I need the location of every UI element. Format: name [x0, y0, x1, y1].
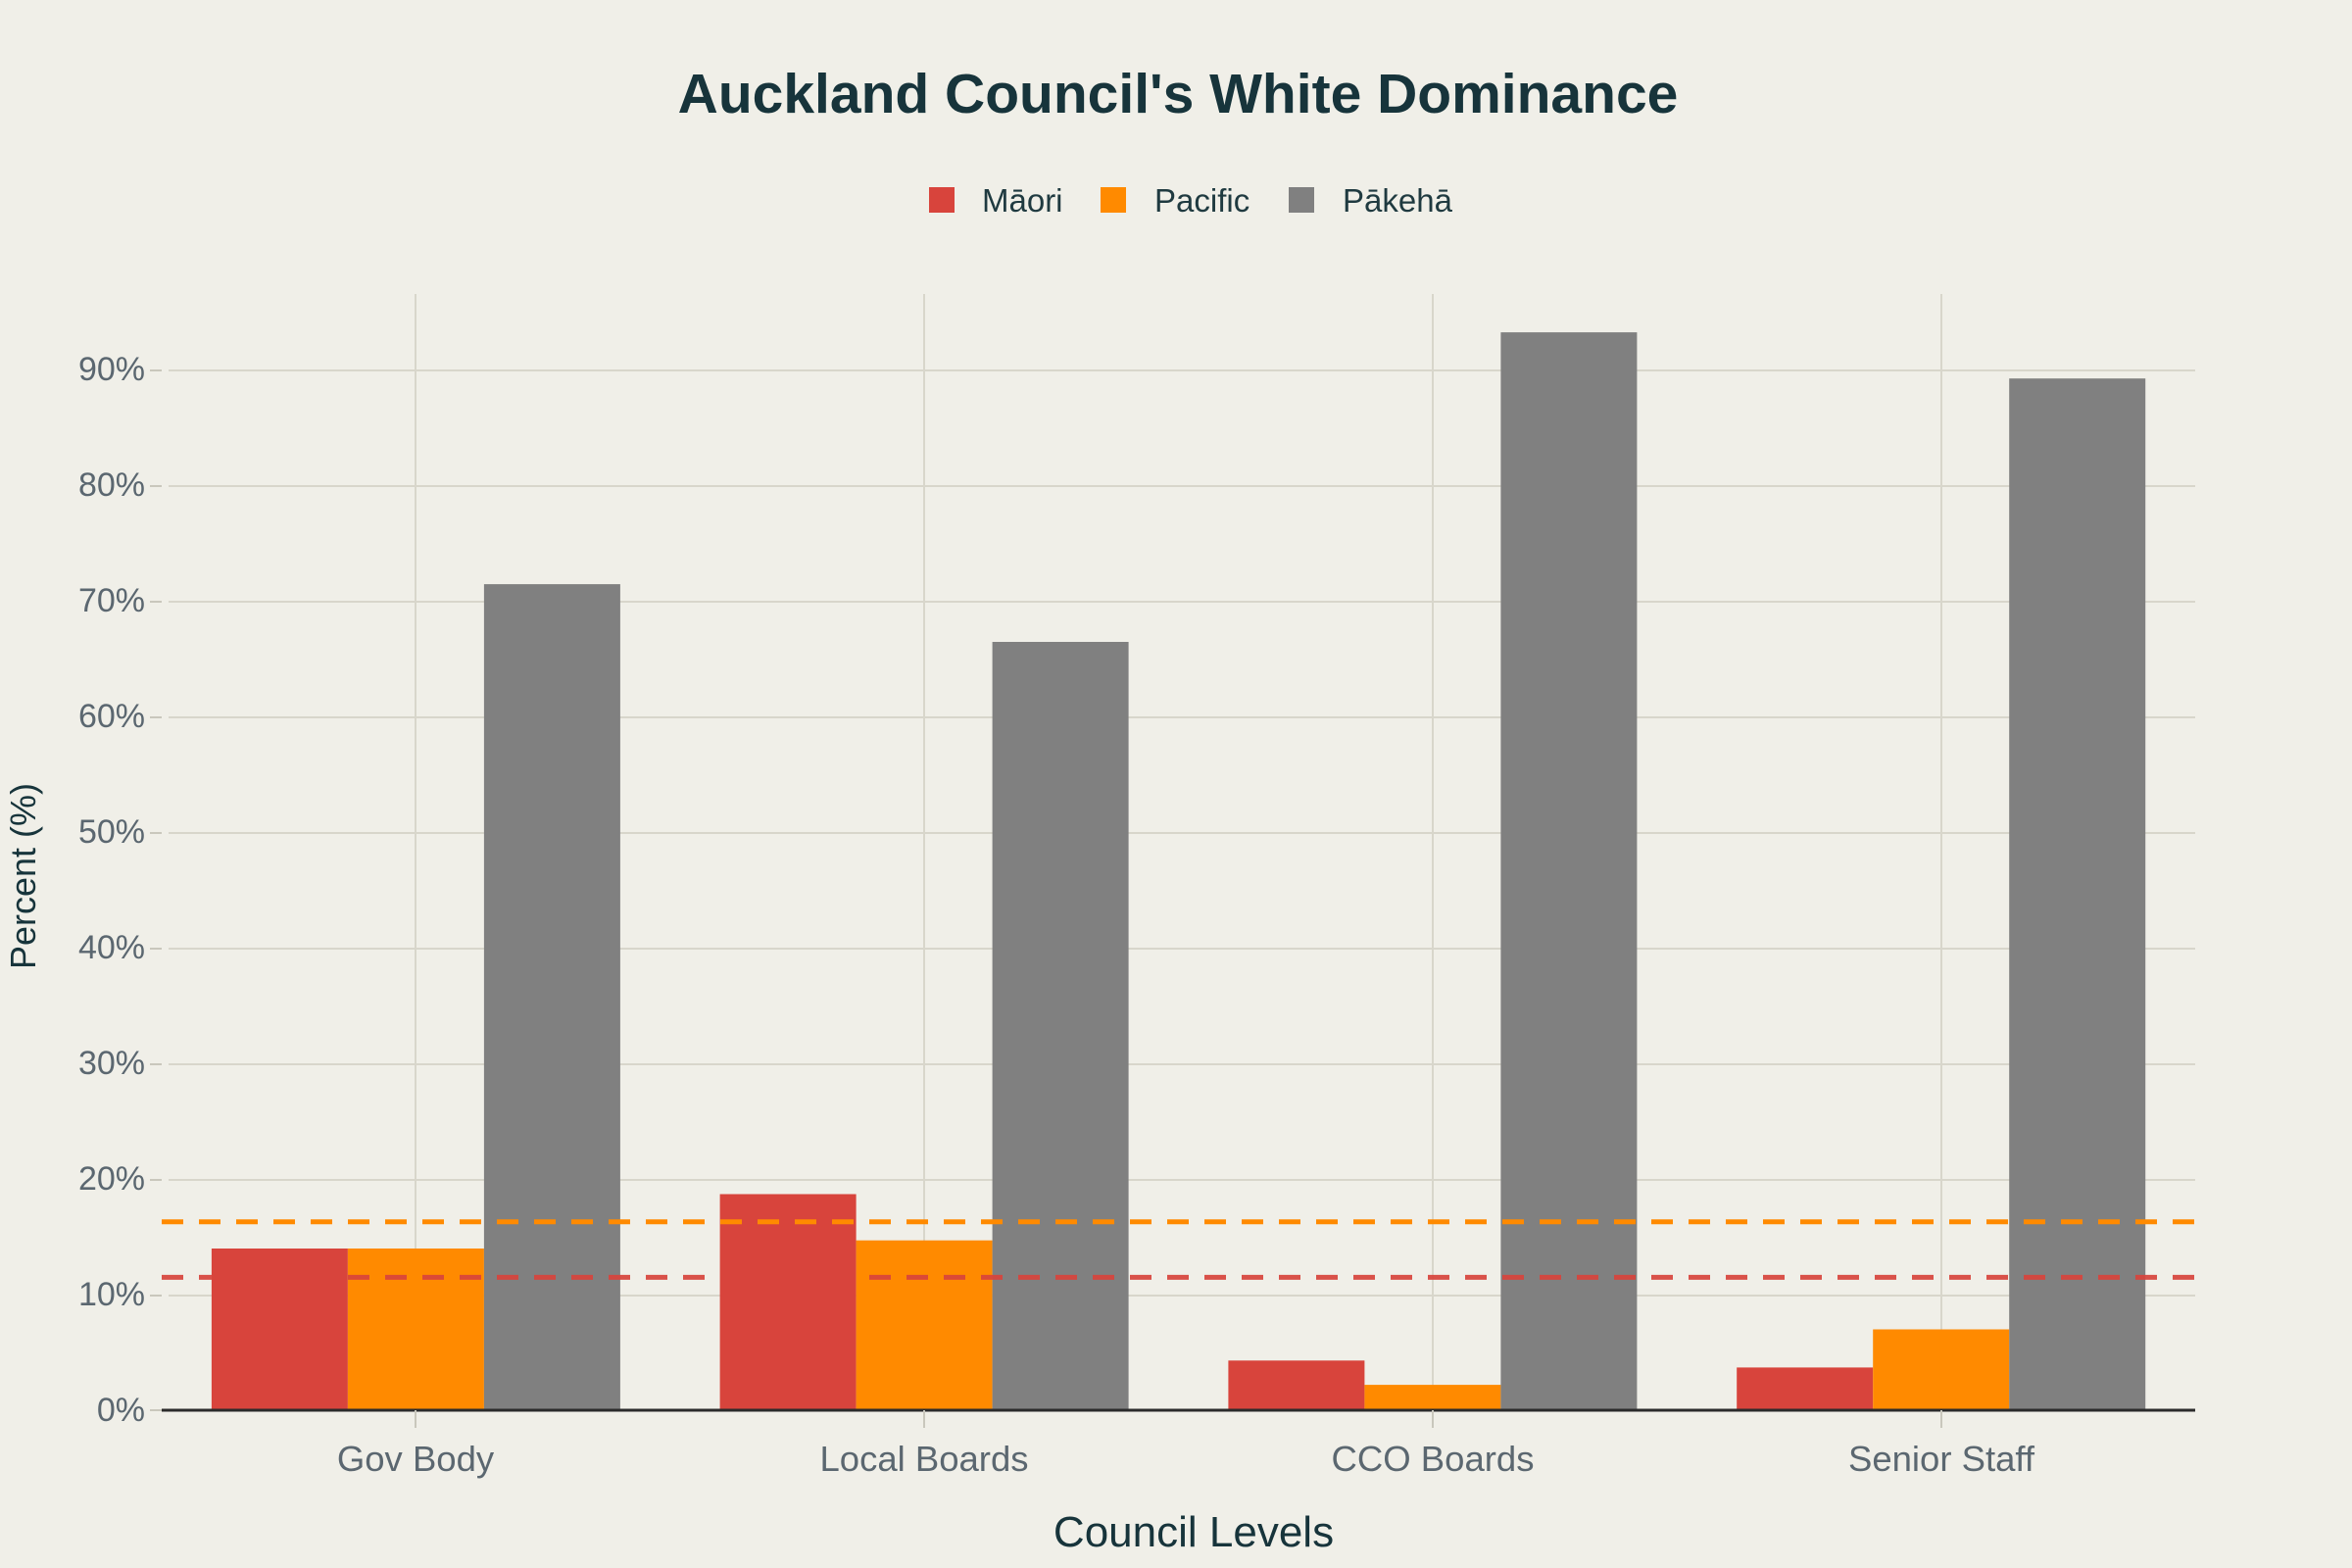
- svg-text:Māori: Māori: [982, 182, 1063, 219]
- svg-text:70%: 70%: [78, 582, 145, 619]
- svg-text:Local Boards: Local Boards: [819, 1439, 1028, 1479]
- svg-text:30%: 30%: [78, 1045, 145, 1082]
- svg-text:Senior Staff: Senior Staff: [1848, 1439, 2035, 1479]
- svg-text:90%: 90%: [78, 351, 145, 388]
- svg-text:20%: 20%: [78, 1160, 145, 1198]
- svg-text:0%: 0%: [97, 1392, 145, 1429]
- svg-text:Gov Body: Gov Body: [337, 1439, 495, 1479]
- svg-text:Council Levels: Council Levels: [1054, 1508, 1334, 1556]
- svg-text:Pacific: Pacific: [1154, 182, 1250, 219]
- svg-text:40%: 40%: [78, 929, 145, 966]
- svg-text:Percent (%): Percent (%): [3, 783, 43, 969]
- svg-text:60%: 60%: [78, 698, 145, 735]
- svg-text:CCO Boards: CCO Boards: [1332, 1439, 1535, 1479]
- svg-text:Auckland Council's White Domin: Auckland Council's White Dominance: [678, 63, 1679, 125]
- svg-text:Pākehā: Pākehā: [1343, 182, 1453, 219]
- svg-text:10%: 10%: [78, 1276, 145, 1313]
- svg-text:80%: 80%: [78, 466, 145, 504]
- svg-text:50%: 50%: [78, 813, 145, 851]
